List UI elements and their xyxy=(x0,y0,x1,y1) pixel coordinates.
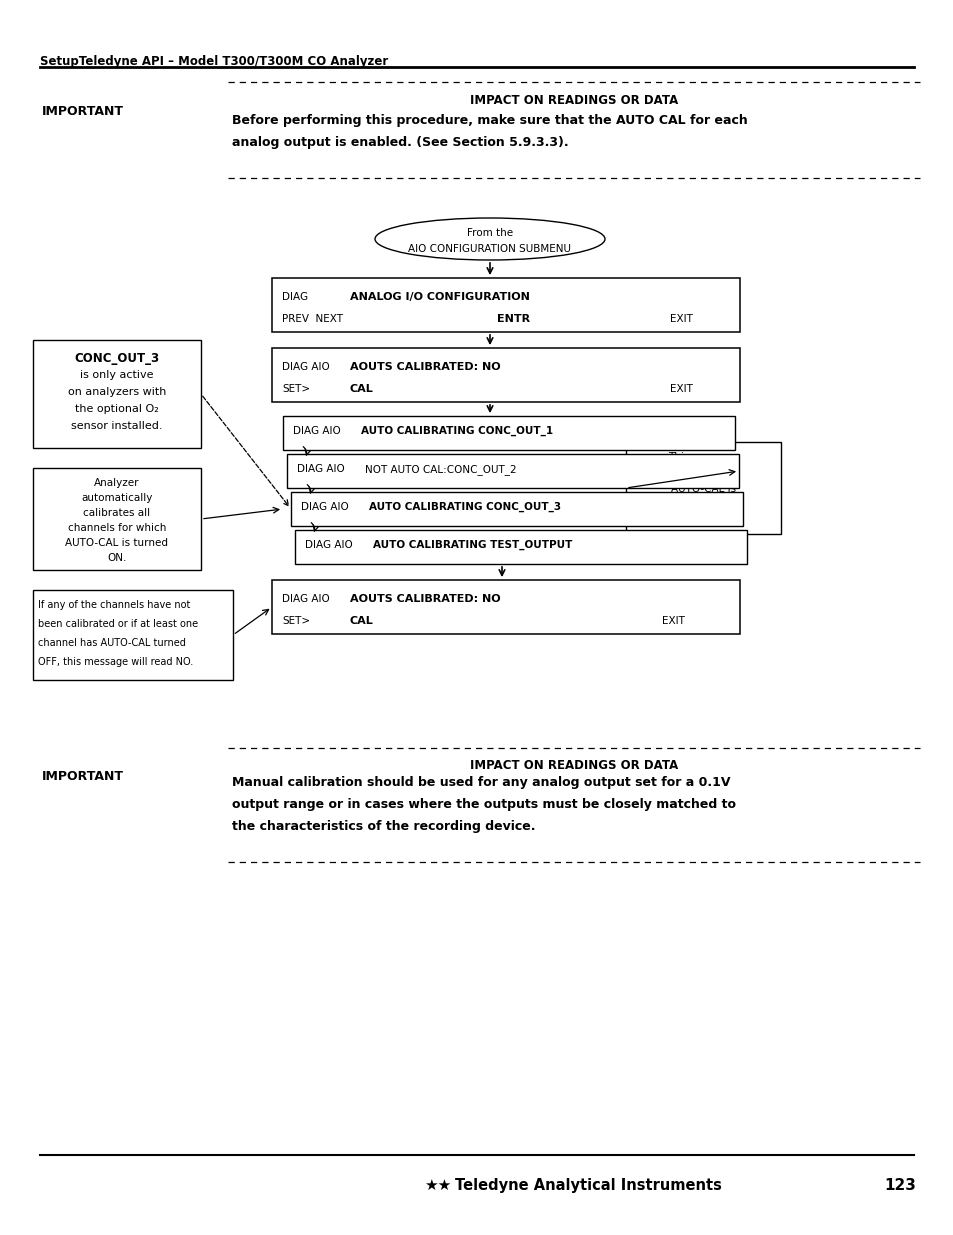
Bar xyxy=(33,590,233,680)
Text: is only active: is only active xyxy=(80,370,153,380)
Text: CONC_OUT_3: CONC_OUT_3 xyxy=(74,352,159,366)
Text: AOUTS CALIBRATED: NO: AOUTS CALIBRATED: NO xyxy=(350,362,500,372)
Text: EXIT: EXIT xyxy=(669,384,692,394)
Bar xyxy=(272,278,740,332)
Text: DIAG: DIAG xyxy=(282,291,308,303)
Text: Before performing this procedure, make sure that the AUTO CAL for each: Before performing this procedure, make s… xyxy=(232,114,747,127)
Text: DIAG AIO: DIAG AIO xyxy=(296,464,344,474)
Text: EXIT: EXIT xyxy=(669,314,692,324)
Text: If any of the channels have not: If any of the channels have not xyxy=(38,600,191,610)
Text: NOT AUTO CAL:CONC_OUT_2: NOT AUTO CAL:CONC_OUT_2 xyxy=(365,464,517,475)
Text: PREV  NEXT: PREV NEXT xyxy=(282,314,343,324)
Bar xyxy=(625,442,781,534)
Text: SET>: SET> xyxy=(282,616,310,626)
Text: output range or in cases where the outputs must be closely matched to: output range or in cases where the outpu… xyxy=(232,798,735,811)
Text: ★★: ★★ xyxy=(424,1178,451,1193)
Text: the characteristics of the recording device.: the characteristics of the recording dev… xyxy=(232,820,535,832)
Text: analog output is enabled. (See Section 5.9.3.3).: analog output is enabled. (See Section 5… xyxy=(232,136,568,149)
Text: OFF, this message will read NO.: OFF, this message will read NO. xyxy=(38,657,193,667)
Text: IMPACT ON READINGS OR DATA: IMPACT ON READINGS OR DATA xyxy=(470,760,678,772)
Text: channel has AUTO-CAL turned: channel has AUTO-CAL turned xyxy=(38,638,186,648)
Text: AUTO CALIBRATING CONC_OUT_3: AUTO CALIBRATING CONC_OUT_3 xyxy=(369,501,560,513)
Text: a channel.: a channel. xyxy=(676,516,730,526)
Bar xyxy=(272,348,740,403)
Text: on analyzers with: on analyzers with xyxy=(68,387,166,396)
Text: ANALOG I/O CONFIGURATION: ANALOG I/O CONFIGURATION xyxy=(350,291,529,303)
Text: Manual calibration should be used for any analog output set for a 0.1V: Manual calibration should be used for an… xyxy=(232,776,730,789)
Text: ON.: ON. xyxy=(107,553,127,563)
Text: DIAG AIO: DIAG AIO xyxy=(305,540,353,550)
Bar xyxy=(33,340,201,448)
Bar xyxy=(291,492,742,526)
Bar xyxy=(283,416,734,450)
Bar xyxy=(294,530,746,564)
Text: the optional O₂: the optional O₂ xyxy=(75,404,159,414)
Text: DIAG AIO: DIAG AIO xyxy=(293,426,340,436)
Text: DIAG AIO: DIAG AIO xyxy=(301,501,349,513)
Text: Teledyne Analytical Instruments: Teledyne Analytical Instruments xyxy=(455,1178,721,1193)
Text: CAL: CAL xyxy=(350,616,374,626)
Text: AUTO CALIBRATING CONC_OUT_1: AUTO CALIBRATING CONC_OUT_1 xyxy=(360,426,553,436)
Text: This message: This message xyxy=(667,452,739,462)
Bar xyxy=(33,468,201,571)
Text: DIAG AIO: DIAG AIO xyxy=(282,594,330,604)
Text: AUTO CALIBRATING TEST_OUTPUT: AUTO CALIBRATING TEST_OUTPUT xyxy=(373,540,572,551)
Text: Turned OFF for: Turned OFF for xyxy=(665,500,740,510)
Bar xyxy=(287,454,739,488)
Text: IMPORTANT: IMPORTANT xyxy=(42,769,124,783)
Text: been calibrated or if at least one: been calibrated or if at least one xyxy=(38,619,198,629)
Text: automatically: automatically xyxy=(81,493,152,503)
Text: AUTO-CAL is turned: AUTO-CAL is turned xyxy=(66,538,169,548)
Text: From the: From the xyxy=(466,228,513,238)
Text: AOUTS CALIBRATED: NO: AOUTS CALIBRATED: NO xyxy=(350,594,500,604)
Text: 123: 123 xyxy=(883,1178,915,1193)
Text: AUTO-CAL is: AUTO-CAL is xyxy=(670,484,736,494)
Bar xyxy=(272,580,740,634)
Text: Analyzer: Analyzer xyxy=(94,478,139,488)
Text: SetupTeledyne API – Model T300/T300M CO Analyzer: SetupTeledyne API – Model T300/T300M CO … xyxy=(40,56,388,68)
Text: SET>: SET> xyxy=(282,384,310,394)
Text: DIAG AIO: DIAG AIO xyxy=(282,362,330,372)
Text: calibrates all: calibrates all xyxy=(83,508,151,517)
Text: CAL: CAL xyxy=(350,384,374,394)
Text: IMPORTANT: IMPORTANT xyxy=(42,105,124,119)
Text: sensor installed.: sensor installed. xyxy=(71,421,163,431)
Text: AIO CONFIGURATION SUBMENU: AIO CONFIGURATION SUBMENU xyxy=(408,245,571,254)
Text: EXIT: EXIT xyxy=(661,616,684,626)
Text: ENTR: ENTR xyxy=(497,314,530,324)
Text: appears when: appears when xyxy=(666,468,740,478)
Text: channels for which: channels for which xyxy=(68,522,166,534)
Text: IMPACT ON READINGS OR DATA: IMPACT ON READINGS OR DATA xyxy=(470,94,678,107)
